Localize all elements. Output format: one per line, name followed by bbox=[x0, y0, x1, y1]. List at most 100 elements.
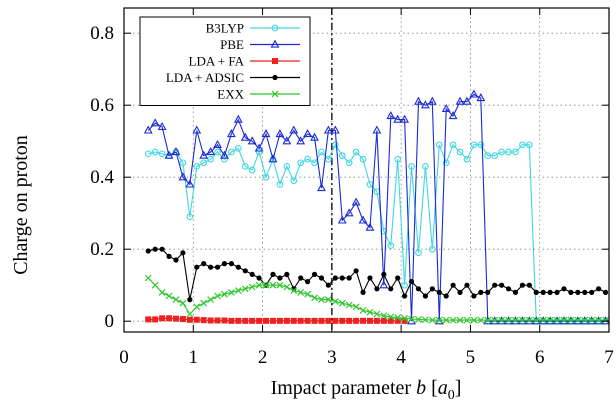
x-marker-stroke bbox=[394, 314, 402, 322]
data-point bbox=[415, 286, 422, 292]
data-point bbox=[428, 245, 436, 253]
data-point bbox=[339, 317, 346, 324]
data-point bbox=[200, 299, 208, 307]
data-point bbox=[234, 287, 242, 295]
x-marker-stroke bbox=[505, 316, 512, 324]
data-point bbox=[338, 299, 346, 307]
data-point bbox=[290, 177, 298, 185]
series-lda-fa bbox=[145, 315, 408, 324]
data-point bbox=[393, 114, 403, 123]
data-point bbox=[214, 292, 221, 300]
x-marker-stroke bbox=[518, 316, 526, 324]
data-point bbox=[194, 264, 200, 270]
data-point bbox=[145, 316, 152, 323]
data-point bbox=[484, 152, 492, 159]
x-marker-stroke bbox=[221, 290, 228, 298]
data-point bbox=[242, 268, 248, 274]
data-point bbox=[469, 89, 479, 98]
x-marker-stroke bbox=[318, 296, 325, 304]
data-point bbox=[200, 159, 208, 167]
data-point bbox=[463, 316, 471, 324]
data-point bbox=[462, 96, 472, 105]
data-point bbox=[400, 114, 410, 123]
data-point bbox=[420, 100, 430, 109]
data-point bbox=[477, 141, 485, 149]
y-tick-label: 0.2 bbox=[90, 239, 114, 260]
data-point bbox=[464, 282, 470, 288]
data-point bbox=[186, 213, 194, 221]
data-point bbox=[213, 139, 222, 148]
data-point bbox=[323, 125, 333, 134]
data-point bbox=[214, 317, 221, 324]
data-point bbox=[394, 317, 401, 324]
data-point bbox=[240, 132, 250, 141]
data-point bbox=[290, 287, 298, 295]
data-point bbox=[505, 148, 512, 156]
data-point bbox=[200, 317, 207, 324]
x-marker-stroke bbox=[532, 316, 540, 324]
data-point bbox=[262, 173, 270, 181]
x-marker-stroke bbox=[144, 274, 152, 282]
data-point bbox=[373, 317, 380, 324]
x-tick-label: 1 bbox=[189, 347, 199, 368]
series-lda-adsic bbox=[145, 246, 609, 303]
data-point bbox=[386, 111, 396, 120]
data-point bbox=[172, 296, 180, 304]
data-point bbox=[151, 148, 159, 156]
legend-marker bbox=[270, 39, 280, 48]
data-point bbox=[270, 271, 276, 277]
data-point bbox=[151, 281, 159, 289]
data-point bbox=[387, 313, 395, 321]
x-marker-stroke bbox=[151, 281, 159, 289]
data-point bbox=[227, 288, 235, 296]
data-point bbox=[365, 222, 375, 231]
data-point bbox=[331, 297, 339, 305]
data-point bbox=[235, 317, 242, 324]
data-point bbox=[193, 316, 200, 323]
data-point bbox=[505, 316, 512, 324]
data-point bbox=[359, 155, 367, 163]
data-point bbox=[387, 242, 395, 249]
x-marker-stroke bbox=[234, 287, 242, 295]
data-point bbox=[470, 141, 478, 149]
y-tick-label: 0.6 bbox=[90, 95, 114, 116]
data-point bbox=[518, 316, 526, 324]
data-point bbox=[317, 183, 326, 192]
legend-label: EXX bbox=[217, 87, 244, 102]
data-point bbox=[568, 289, 574, 295]
x-axis-label: Impact parameter b [a0] bbox=[271, 377, 462, 403]
data-point bbox=[235, 264, 241, 270]
data-point bbox=[187, 297, 193, 303]
data-point bbox=[143, 125, 153, 134]
data-point bbox=[248, 283, 256, 291]
x-marker-stroke bbox=[442, 316, 450, 324]
data-point bbox=[311, 271, 318, 277]
data-point bbox=[387, 317, 394, 324]
data-point bbox=[283, 283, 291, 291]
x-marker-stroke bbox=[373, 310, 381, 318]
x-marker-stroke bbox=[172, 296, 180, 304]
y-tick-label: 0.4 bbox=[90, 167, 114, 188]
data-point bbox=[339, 275, 345, 281]
data-point bbox=[284, 271, 290, 277]
data-point bbox=[353, 317, 360, 324]
data-point bbox=[512, 316, 519, 324]
data-point bbox=[443, 293, 449, 299]
data-point bbox=[221, 317, 228, 324]
data-point bbox=[192, 125, 202, 134]
data-point bbox=[352, 303, 360, 311]
data-point bbox=[337, 215, 347, 224]
data-point bbox=[298, 275, 304, 281]
data-point bbox=[318, 296, 325, 304]
x-marker-stroke bbox=[546, 316, 554, 324]
x-marker-stroke bbox=[449, 316, 457, 324]
data-point bbox=[512, 289, 519, 295]
x-marker-stroke bbox=[207, 296, 215, 304]
data-point bbox=[498, 148, 505, 156]
data-point bbox=[158, 288, 166, 296]
data-point bbox=[463, 155, 471, 163]
data-point bbox=[277, 275, 283, 281]
data-point bbox=[401, 314, 409, 322]
x-marker-stroke bbox=[435, 316, 443, 324]
data-point bbox=[519, 282, 525, 288]
